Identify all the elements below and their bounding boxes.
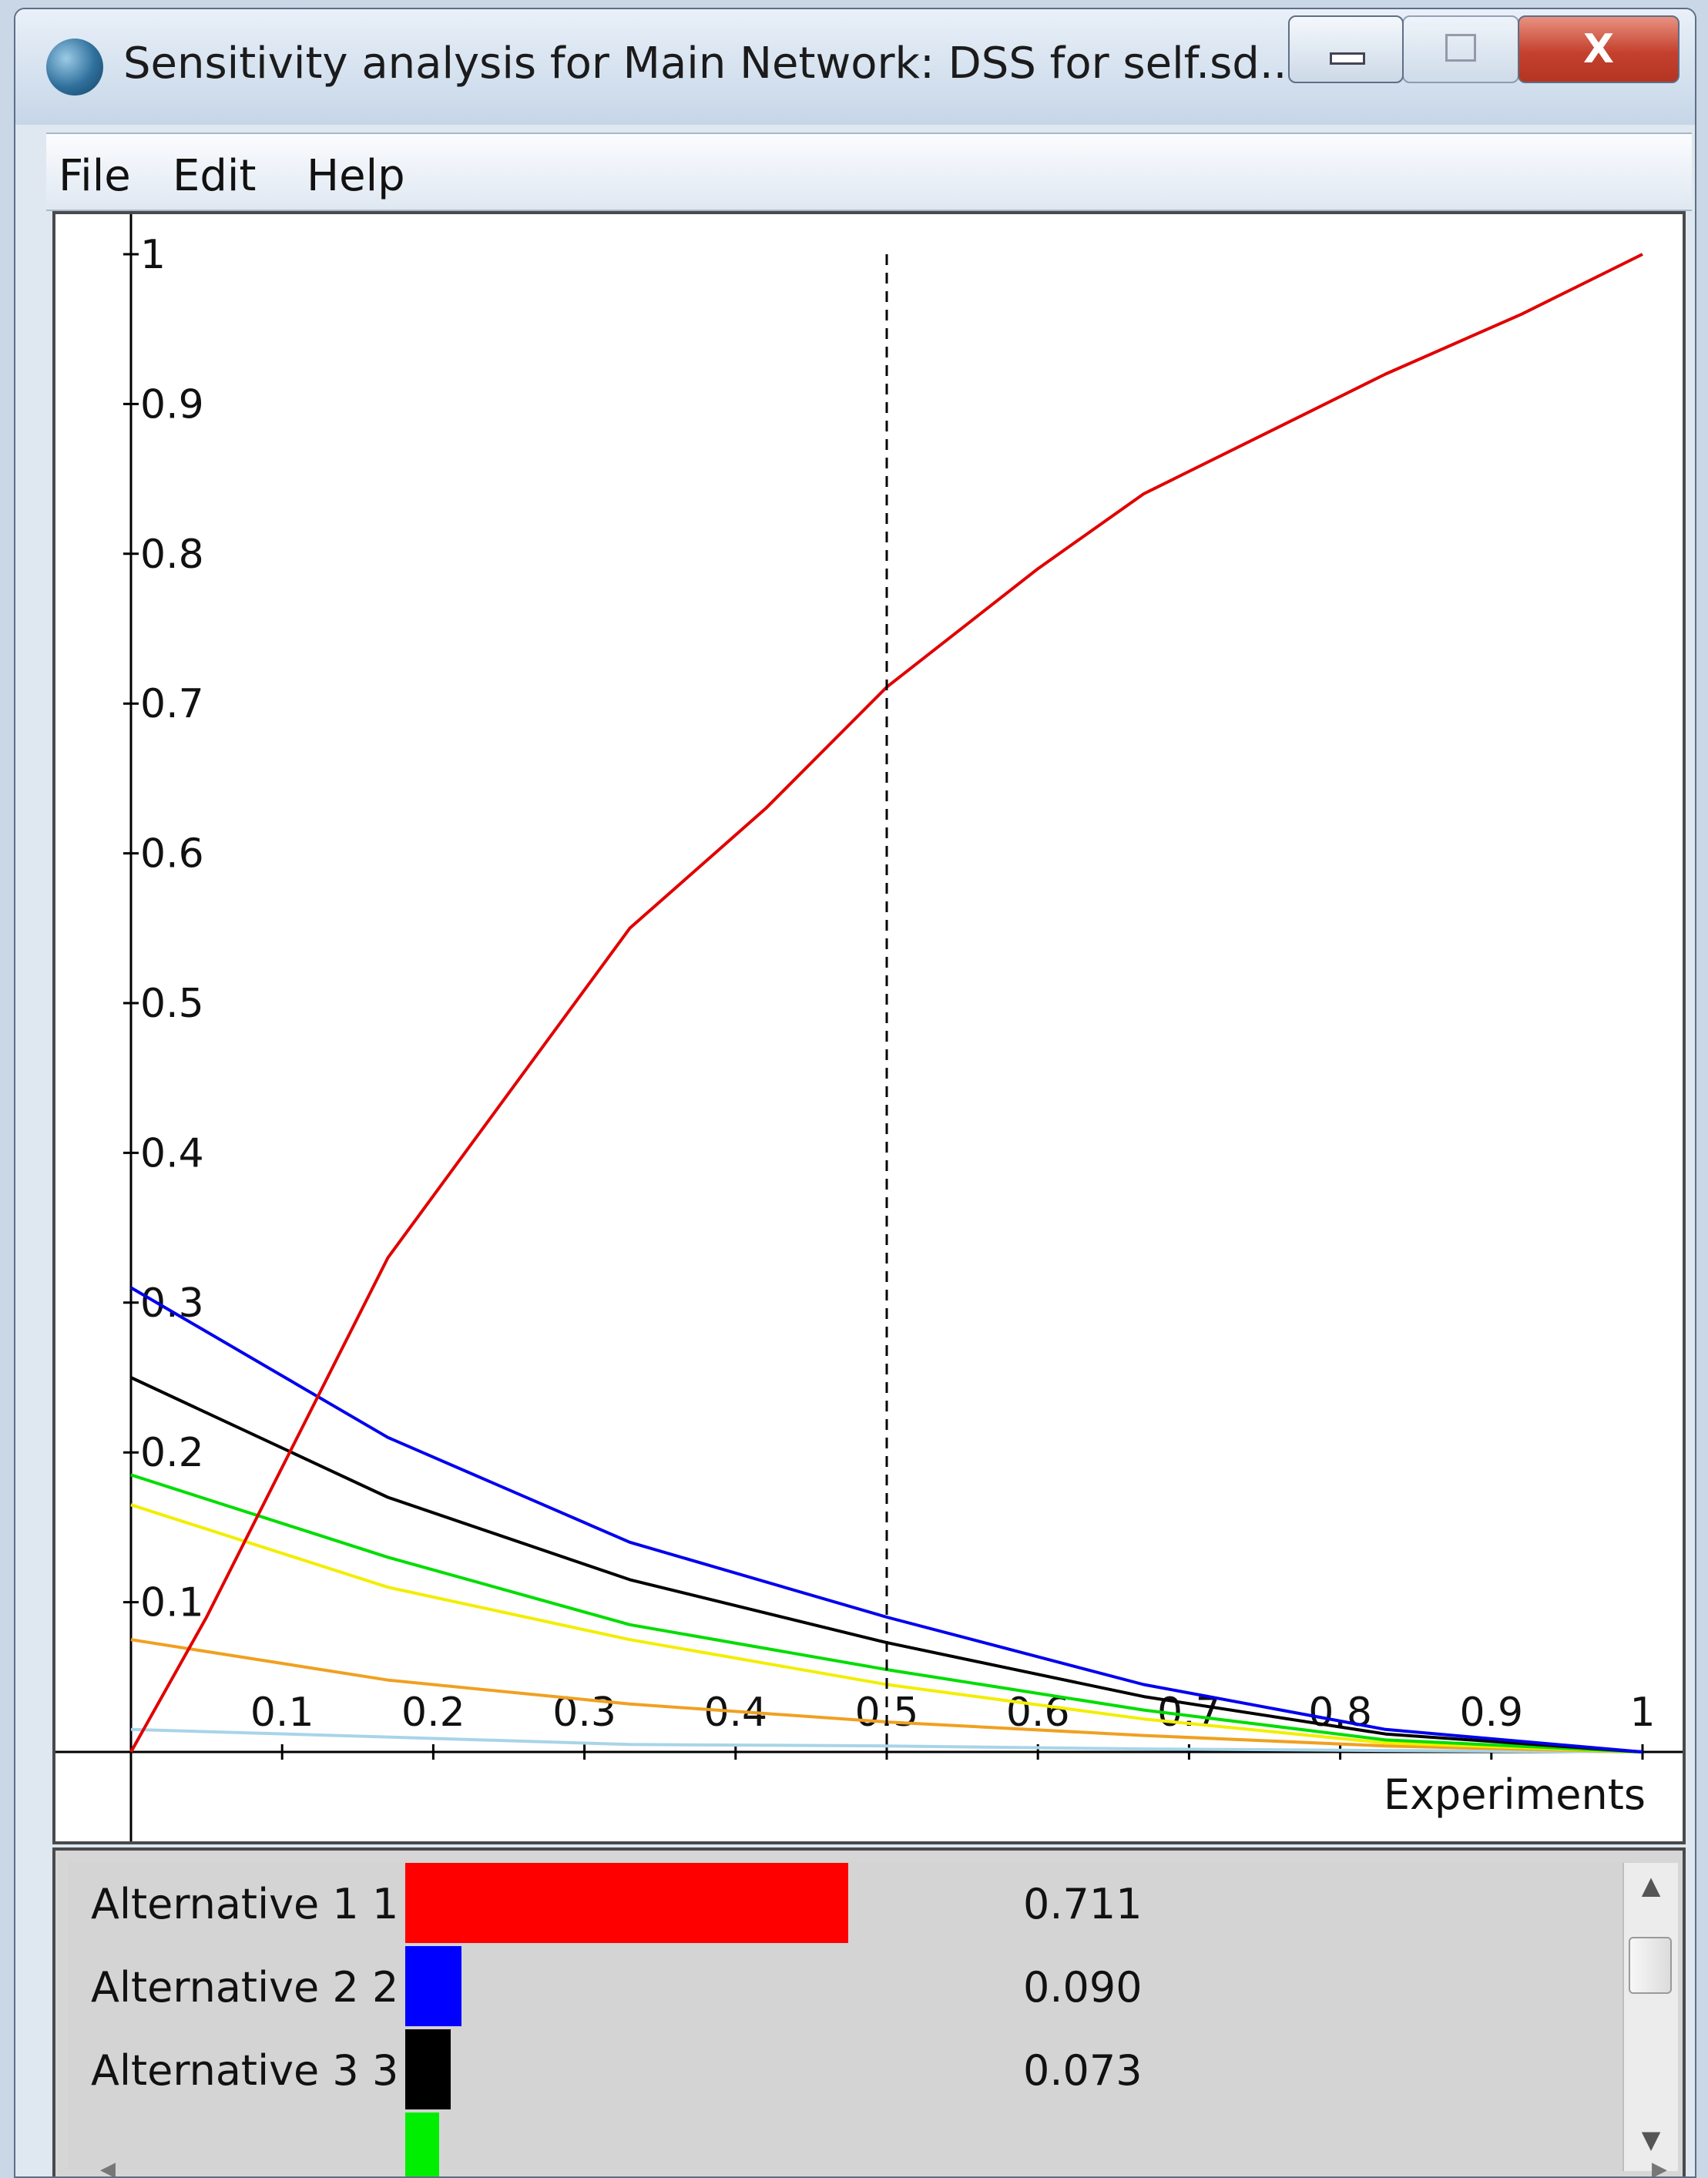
legend-list: Alternative 1 1 0.711 Alternative 2 2 0.090… — [68, 1861, 1636, 2176]
legend-value-bar — [405, 2029, 451, 2109]
legend-row[interactable]: Alternative 1 1 0.711 — [68, 1861, 1146, 1945]
y-tick-label: 0.9 — [140, 381, 204, 428]
alternatives-legend: Alternative 1 1 0.711 Alternative 2 2 0.090… — [52, 1847, 1686, 2178]
legend-row[interactable] — [68, 2111, 1146, 2176]
menu-edit[interactable]: Edit — [173, 151, 257, 201]
close-button[interactable]: X — [1518, 15, 1679, 83]
legend-value-bar — [405, 2113, 439, 2176]
scroll-down-arrow-icon[interactable]: ▼ — [1641, 2125, 1661, 2154]
legend-label: Alternative 1 1 — [91, 1880, 399, 1928]
series-line — [129, 253, 1643, 1753]
maximize-button[interactable] — [1402, 15, 1519, 83]
title-bar[interactable]: Sensitivity analysis for Main Network: D… — [15, 9, 1695, 125]
x-tick-label: 0.2 — [401, 1690, 465, 1736]
sensitivity-window: Sensitivity analysis for Main Network: D… — [14, 8, 1696, 2178]
menu-file[interactable]: File — [59, 151, 131, 201]
legend-value-bar — [405, 1946, 461, 2026]
series-line — [129, 1286, 1643, 1753]
minimize-icon — [1330, 52, 1365, 65]
x-tick-label: 0.1 — [250, 1690, 314, 1736]
chart-svg: 0.1 0.2 0.3 0.4 0.5 0.6 0.7 0.8 0.9 10.10.20.30.4… — [55, 214, 1683, 1841]
menu-help[interactable]: Help — [307, 151, 405, 201]
scroll-up-arrow-icon[interactable]: ▲ — [1641, 1871, 1661, 1900]
y-tick-label: 0.4 — [140, 1130, 204, 1176]
scroll-left-arrow-icon[interactable]: ◀ — [100, 2158, 116, 2178]
y-tick-label: 0.6 — [140, 831, 204, 878]
legend-row[interactable]: Alternative 2 2 0.090 — [68, 1945, 1146, 2028]
x-tick-label: 1 — [1629, 1690, 1655, 1736]
scroll-thumb[interactable] — [1629, 1937, 1672, 1994]
legend-label: Alternative 3 3 — [91, 2046, 399, 2095]
legend-label: Alternative 2 2 — [91, 1963, 399, 2012]
legend-value: 0.090 — [1023, 1963, 1143, 2012]
scroll-right-arrow-icon[interactable]: ▶ — [1652, 2158, 1667, 2178]
x-tick-label: 0.9 — [1459, 1690, 1523, 1736]
legend-scrollbar[interactable]: ▲ ▼ — [1622, 1863, 1678, 2171]
y-tick-label: 0.1 — [140, 1580, 204, 1626]
x-axis-label: Experiments — [1384, 1770, 1646, 1819]
window-title: Sensitivity analysis for Main Network: D… — [123, 39, 1301, 89]
close-icon: X — [1582, 26, 1615, 72]
y-tick-label: 0.7 — [140, 681, 204, 727]
minimize-button[interactable] — [1288, 15, 1404, 83]
y-tick-label: 0.5 — [140, 981, 204, 1027]
y-tick-label: 0.3 — [140, 1280, 204, 1327]
maximize-icon — [1445, 34, 1476, 62]
legend-row[interactable]: Alternative 3 3 0.073 — [68, 2028, 1146, 2111]
legend-value: 0.073 — [1023, 2046, 1143, 2095]
sensitivity-chart: 0.1 0.2 0.3 0.4 0.5 0.6 0.7 0.8 0.9 1 0.1 0.2 0.3 0.4… — [52, 211, 1686, 1844]
globe-icon — [46, 39, 103, 96]
series-line — [130, 1727, 1643, 1753]
y-tick-label: 1 — [140, 232, 166, 278]
legend-value: 0.711 — [1023, 1880, 1143, 1928]
y-tick-label: 0.8 — [140, 532, 204, 578]
x-tick-label: 0.8 — [1308, 1690, 1372, 1736]
legend-value-bar — [405, 1863, 848, 1943]
y-tick-label: 0.2 — [140, 1430, 204, 1476]
menu-bar: File Edit Help — [46, 133, 1692, 211]
